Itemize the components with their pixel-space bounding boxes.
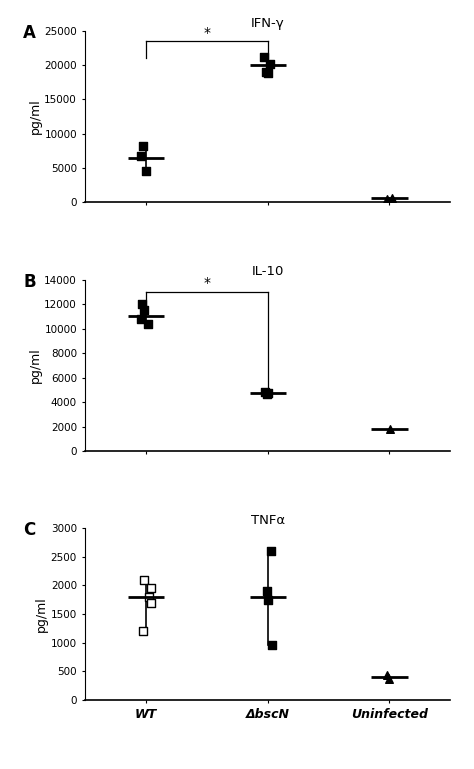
Point [383, 193, 391, 205]
Point [139, 625, 147, 638]
Point [386, 423, 393, 435]
Title: TNFα: TNFα [251, 514, 285, 527]
Point [266, 58, 274, 71]
Title: IFN-γ: IFN-γ [251, 17, 285, 29]
Text: *: * [203, 25, 210, 40]
Y-axis label: pg/ml: pg/ml [35, 596, 48, 632]
Point [140, 574, 148, 586]
Text: A: A [23, 24, 36, 42]
Point [263, 585, 270, 598]
Point [385, 672, 393, 684]
Point [267, 545, 275, 558]
Point [264, 388, 272, 400]
Point [388, 191, 396, 204]
Title: IL-10: IL-10 [252, 265, 284, 278]
Point [261, 51, 268, 63]
Y-axis label: pg/ml: pg/ml [28, 348, 41, 383]
Point [263, 388, 271, 400]
Point [264, 594, 272, 606]
Point [145, 591, 153, 603]
Point [262, 66, 269, 78]
Point [138, 312, 146, 325]
Point [142, 165, 150, 178]
Point [145, 318, 152, 330]
Point [137, 149, 145, 161]
Point [147, 597, 155, 609]
Point [261, 386, 269, 398]
Point [264, 67, 272, 79]
Point [147, 582, 155, 594]
Point [139, 140, 147, 152]
Point [383, 669, 391, 681]
Text: *: * [203, 276, 210, 291]
Point [268, 639, 276, 651]
Y-axis label: pg/ml: pg/ml [28, 98, 41, 135]
Text: C: C [23, 521, 36, 539]
Point [140, 304, 148, 316]
Point [138, 298, 146, 310]
Text: B: B [23, 273, 36, 291]
